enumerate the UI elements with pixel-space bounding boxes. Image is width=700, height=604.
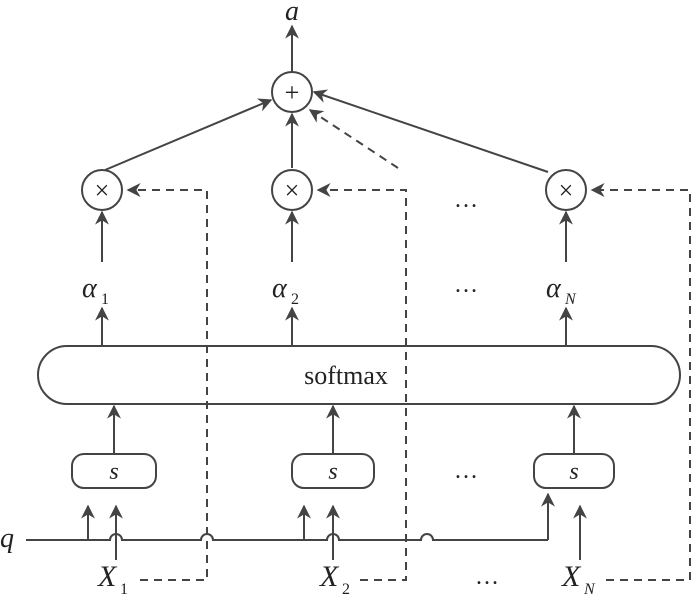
multiply-icon: ×	[559, 176, 574, 205]
alpha-N-base: α	[546, 273, 562, 304]
input-xN-base: X	[561, 560, 582, 593]
alpha-2-sub: 2	[291, 291, 299, 308]
ellipsis-inputs: …	[475, 564, 499, 590]
input-xN-sub: N	[583, 581, 596, 598]
softmax-label: softmax	[304, 361, 388, 390]
input-x1-sub: 1	[120, 581, 128, 598]
ellipsis-top: …	[454, 187, 478, 213]
input-x2-sub: 2	[342, 581, 350, 598]
input-xN-label: X N	[561, 560, 596, 598]
alpha-N-label: α N	[546, 273, 577, 308]
multiply-node-1: ×	[81, 169, 123, 211]
alpha-1-sub: 1	[101, 291, 109, 308]
multiply-node-2: ×	[271, 169, 313, 211]
score-box-N: s	[533, 453, 615, 489]
query-label: q	[0, 523, 14, 554]
multiply-icon: ×	[95, 176, 110, 205]
input-x2-base: X	[319, 560, 340, 593]
arrow-mult1-to-sum	[104, 98, 273, 171]
score-label: s	[109, 459, 118, 485]
query-line	[26, 533, 548, 541]
alpha-2-label: α 2	[272, 273, 299, 308]
dashed-path-x2-to-mult2	[316, 183, 407, 581]
alpha-1-base: α	[82, 273, 98, 304]
ellipsis-score: …	[454, 458, 478, 484]
input-x2-label: X 2	[319, 560, 350, 598]
softmax-box: softmax	[37, 345, 681, 405]
alpha-2-base: α	[272, 273, 288, 304]
input-x1-label: X 1	[97, 560, 128, 598]
score-label: s	[328, 459, 337, 485]
dashed-arrow-to-sum	[308, 109, 399, 169]
arrow-multN-to-sum	[312, 89, 549, 173]
dashed-path-x1-to-mult1	[126, 183, 208, 581]
ellipsis-weights: …	[454, 272, 478, 298]
dashed-path-xN-to-multN	[590, 183, 691, 581]
alpha-1-label: α 1	[82, 273, 109, 308]
score-box-2: s	[291, 453, 375, 489]
score-box-1: s	[71, 453, 157, 489]
multiply-node-N: ×	[545, 169, 587, 211]
input-x1-base: X	[97, 560, 118, 593]
score-label: s	[569, 459, 578, 485]
multiply-icon: ×	[285, 176, 300, 205]
alpha-N-sub: N	[564, 291, 577, 308]
plus-icon: +	[285, 78, 300, 107]
output-label: a	[285, 0, 299, 27]
sum-node: +	[271, 71, 313, 113]
